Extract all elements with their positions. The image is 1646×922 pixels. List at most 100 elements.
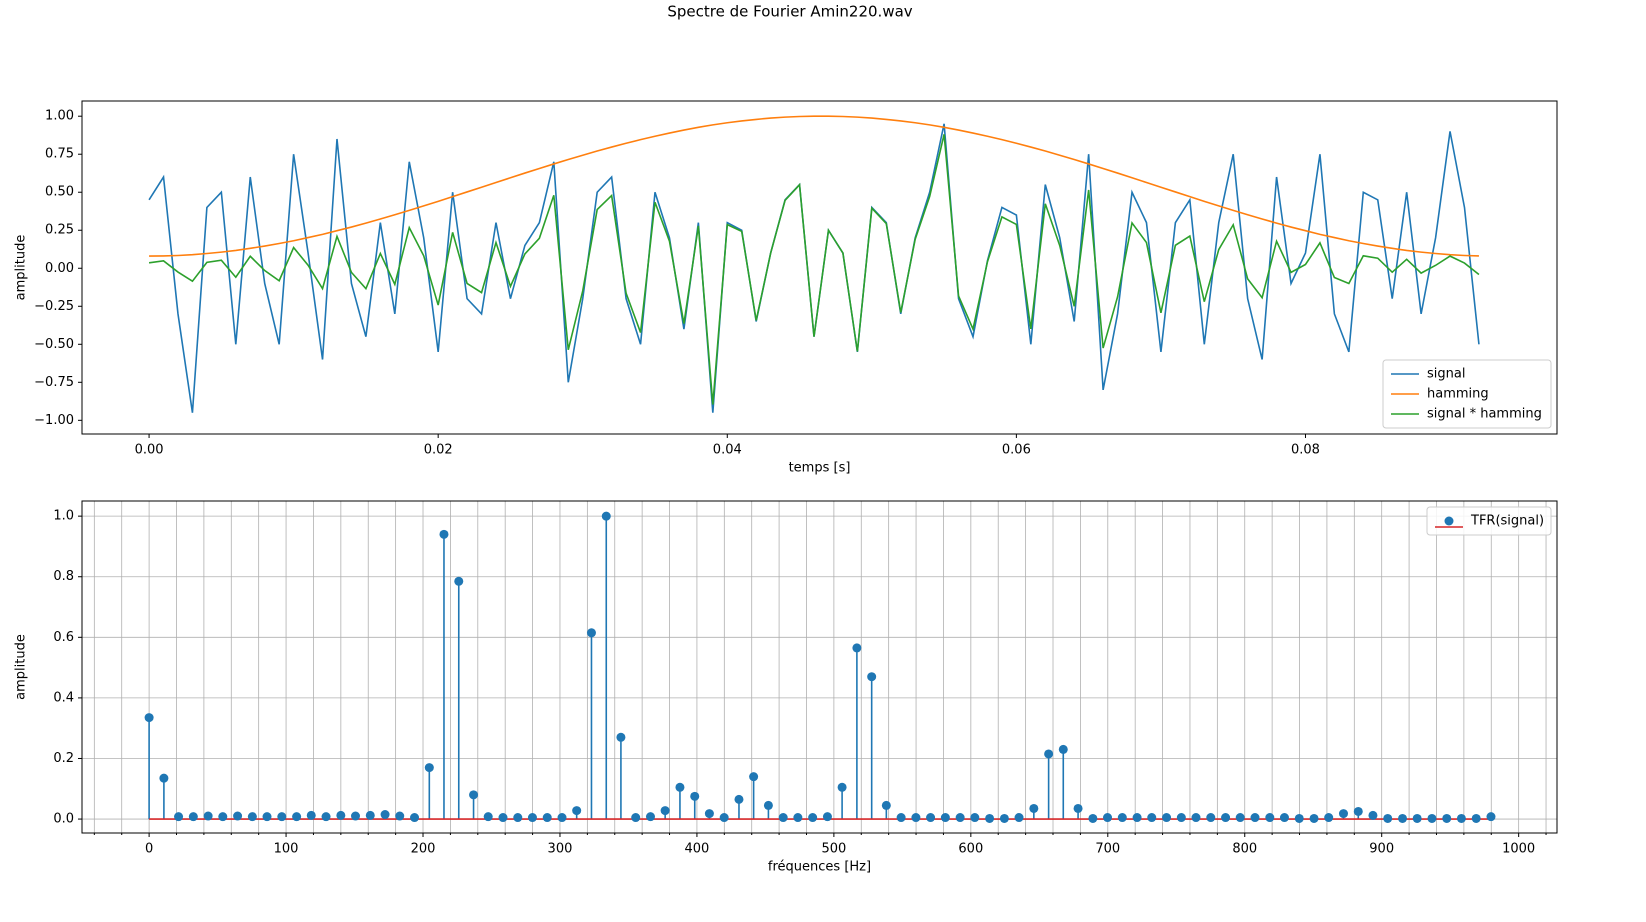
- stem-marker: [616, 732, 626, 742]
- stem-marker: [675, 782, 685, 792]
- stem-marker: [203, 811, 213, 821]
- stem-marker: [1265, 813, 1275, 823]
- stem-marker: [926, 813, 936, 823]
- stem-marker: [631, 813, 641, 823]
- y-tick-label: 1.0: [53, 509, 74, 524]
- stem-marker: [1412, 813, 1422, 823]
- stem-marker: [1206, 813, 1216, 823]
- stem-marker: [778, 813, 788, 823]
- stem-marker: [144, 713, 154, 723]
- stem-marker: [1294, 813, 1304, 823]
- stem-marker: [1162, 813, 1172, 823]
- stem-marker: [690, 791, 700, 801]
- stem-marker: [439, 529, 449, 539]
- stem-marker: [749, 772, 759, 782]
- stem-marker: [233, 811, 243, 821]
- stem-marker: [881, 800, 891, 810]
- stem-marker: [469, 790, 479, 800]
- stem-marker: [734, 794, 744, 804]
- stem-marker: [218, 812, 228, 822]
- legend-label: hamming: [1427, 387, 1489, 402]
- x-tick-label: 1000: [1502, 842, 1535, 857]
- stem-marker: [542, 813, 552, 823]
- stem-marker: [350, 811, 360, 821]
- stem-marker: [1103, 813, 1113, 823]
- stem-marker: [1044, 749, 1054, 759]
- y-tick-label: 0.0: [53, 812, 74, 827]
- stem-marker: [837, 782, 847, 792]
- legend: signal hamming signal * hamming: [1382, 359, 1552, 429]
- stem-marker: [262, 812, 272, 822]
- stem-marker: [1029, 803, 1039, 813]
- axes: 0 100 200 300 400 500 600 700 800 900 1000 0.0 0.2 0.…: [14, 500, 1558, 875]
- stem-marker: [1427, 813, 1437, 823]
- y-tick-label: 0.8: [53, 569, 74, 584]
- y-tick-label: 1.00: [45, 109, 74, 124]
- legend-box: [1426, 506, 1552, 536]
- x-tick-label: 0.06: [1002, 443, 1031, 458]
- stem-marker: [1014, 813, 1024, 823]
- axes: 0.00 0.02 0.04 0.06 0.08 −1.00 −0.75 −0.50 −0.25…: [14, 100, 1558, 476]
- x-tick-label: 100: [274, 842, 299, 857]
- stem-marker: [1221, 813, 1231, 823]
- stem-marker: [395, 811, 405, 821]
- stem-marker: [1309, 813, 1319, 823]
- stem-marker: [336, 810, 346, 820]
- legend-label: signal: [1427, 367, 1465, 382]
- y-tick-label: 0.50: [45, 185, 74, 200]
- x-tick-label: 400: [685, 842, 710, 857]
- x-tick-label: 300: [548, 842, 573, 857]
- x-tick-label: 0.04: [713, 443, 742, 458]
- y-tick-label: −1.00: [34, 413, 74, 428]
- x-tick-label: 500: [821, 842, 846, 857]
- x-tick-label: 0: [145, 842, 153, 857]
- y-tick-label: −0.50: [34, 337, 74, 352]
- legend-box: [1382, 359, 1552, 429]
- y-tick-label: −0.75: [34, 375, 74, 390]
- legend-swatch: [1444, 516, 1454, 526]
- stem-marker: [1398, 813, 1408, 823]
- x-tick-label: 200: [411, 842, 436, 857]
- stem-marker: [999, 813, 1009, 823]
- stem-marker: [808, 813, 818, 823]
- stem-marker: [822, 812, 832, 822]
- stem-marker: [793, 813, 803, 823]
- stem-marker: [292, 812, 302, 822]
- stem-marker: [1058, 744, 1068, 754]
- stem-marker: [159, 773, 169, 783]
- stem-marker: [1368, 810, 1378, 820]
- stem-marker: [1456, 813, 1466, 823]
- x-tick-label: 800: [1232, 842, 1257, 857]
- stem-marker: [1486, 812, 1496, 822]
- x-tick-label: 0.00: [135, 443, 164, 458]
- stem-marker: [188, 812, 198, 822]
- y-tick-label: −0.25: [34, 299, 74, 314]
- stem-marker: [483, 812, 493, 822]
- x-axis-label: fréquences [Hz]: [768, 860, 871, 875]
- stem-marker: [586, 628, 596, 638]
- stem-marker: [321, 812, 331, 822]
- x-tick-label: 700: [1095, 842, 1120, 857]
- stem-marker: [1324, 813, 1334, 823]
- stem-marker: [660, 806, 670, 816]
- x-tick-label: 900: [1369, 842, 1394, 857]
- series-line: [148, 134, 1480, 405]
- stem-marker: [306, 810, 316, 820]
- axes-frame: [81, 100, 1558, 435]
- y-tick-label: 0.75: [45, 147, 74, 162]
- x-tick-label: 0.02: [424, 443, 453, 458]
- stem-marker: [1147, 813, 1157, 823]
- stem-marker: [572, 806, 582, 816]
- stem-marker: [174, 812, 184, 822]
- series-line: [149, 115, 1479, 257]
- stem-marker: [380, 810, 390, 820]
- stem-marker: [365, 810, 375, 820]
- figure-title: Spectre de Fourier Amin220.wav: [667, 3, 912, 21]
- y-tick-label: 0.6: [53, 630, 74, 645]
- y-axis-label: amplitude: [14, 634, 29, 700]
- stem-marker: [896, 813, 906, 823]
- stem-marker: [940, 813, 950, 823]
- x-tick-label: 0.08: [1291, 443, 1320, 458]
- axes-frame: [81, 500, 1558, 834]
